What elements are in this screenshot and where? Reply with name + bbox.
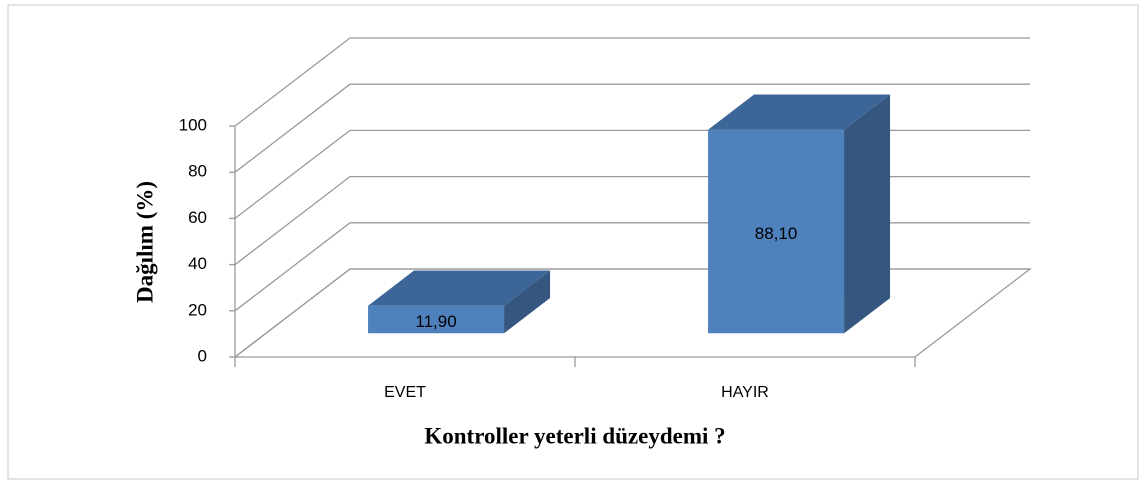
data-label: 11,90 [415, 312, 456, 331]
bar-side [844, 94, 891, 334]
y-tick-label: 100 [179, 115, 207, 134]
grid-line [234, 37, 1030, 127]
x-tick-label: EVET [384, 384, 426, 401]
bar-top [708, 94, 891, 130]
bar [368, 305, 505, 334]
y-tick-label: 60 [188, 208, 207, 227]
y-tick-label: 40 [188, 254, 207, 273]
bar-top [368, 270, 551, 306]
data-label: 88,10 [755, 224, 798, 243]
y-tick-label: 20 [188, 300, 207, 319]
y-tick-label: 80 [188, 162, 207, 181]
y-tick-label: 0 [198, 346, 207, 365]
x-axis-title: Kontroller yeterli düzeydemi ? [424, 423, 725, 448]
bar [708, 129, 845, 334]
y-axis-title: Dağılım (%) [132, 181, 157, 303]
grid-line [234, 83, 1030, 173]
bar-side [504, 270, 551, 334]
chart-border [7, 4, 1139, 480]
x-tick-label: HAYIR [721, 384, 769, 401]
